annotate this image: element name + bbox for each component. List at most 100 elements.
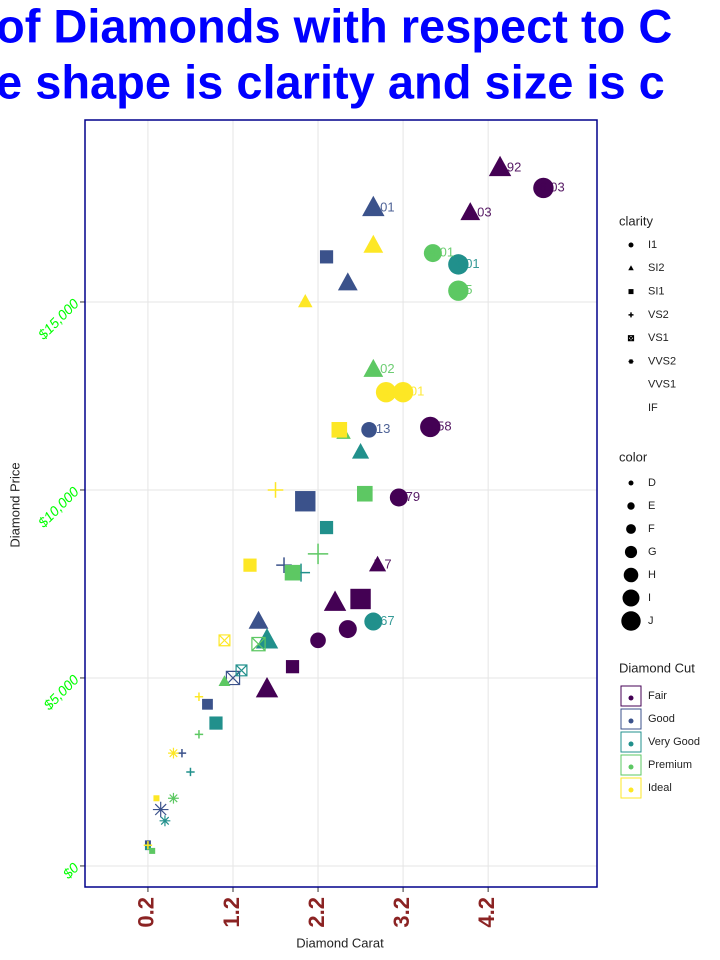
y-tick-label: $0 bbox=[59, 859, 82, 882]
point bbox=[363, 358, 384, 377]
point bbox=[375, 382, 397, 403]
point bbox=[319, 250, 334, 264]
x-axis-title: Diamond Carat bbox=[296, 935, 384, 950]
point bbox=[153, 795, 160, 802]
point bbox=[338, 620, 357, 639]
legend-label: VVS2 bbox=[648, 355, 676, 367]
point bbox=[307, 543, 329, 565]
point bbox=[177, 748, 187, 758]
point bbox=[209, 716, 223, 730]
point-label: 5.58 bbox=[426, 418, 451, 433]
point bbox=[310, 632, 326, 649]
point bbox=[488, 155, 512, 177]
point bbox=[194, 730, 204, 739]
legend-label: SI2 bbox=[648, 262, 665, 274]
point bbox=[361, 422, 377, 438]
point bbox=[149, 847, 156, 854]
legend-symbol bbox=[628, 480, 634, 486]
legend-symbol bbox=[628, 764, 634, 770]
legend-title: clarity bbox=[619, 213, 653, 228]
point bbox=[319, 520, 334, 535]
point-label: 4.13 bbox=[365, 421, 390, 436]
legend-title: color bbox=[619, 449, 648, 464]
point bbox=[351, 443, 370, 459]
legend-symbol bbox=[628, 741, 634, 747]
y-axis-title: Diamond Price bbox=[7, 462, 22, 547]
point bbox=[364, 612, 383, 631]
point bbox=[323, 590, 347, 611]
legend-symbol bbox=[628, 718, 634, 724]
point bbox=[533, 177, 554, 199]
legend-symbol bbox=[622, 589, 640, 607]
point bbox=[218, 675, 231, 687]
point bbox=[460, 202, 481, 221]
y-tick-label: $10,000 bbox=[34, 483, 82, 531]
point-label: 4.01 bbox=[454, 256, 479, 271]
legend-label: I bbox=[648, 592, 651, 604]
point bbox=[218, 634, 231, 647]
point bbox=[194, 692, 204, 701]
x-tick-label: 0.2 bbox=[134, 897, 159, 928]
point bbox=[628, 265, 634, 271]
legend-label: Ideal bbox=[648, 782, 672, 794]
legend-label: J bbox=[648, 615, 654, 627]
point bbox=[368, 555, 387, 572]
legend-symbol bbox=[623, 567, 639, 583]
legend-label: E bbox=[648, 500, 655, 512]
x-tick-label: 4.2 bbox=[474, 897, 499, 928]
legend-label: I1 bbox=[648, 239, 657, 251]
legend-label: VS2 bbox=[648, 309, 669, 321]
point-label: 6.03 bbox=[539, 179, 564, 194]
legend-label: VS1 bbox=[648, 332, 669, 344]
point bbox=[337, 272, 358, 291]
point-label: 5.01 bbox=[369, 199, 394, 214]
point-label: 4.02 bbox=[369, 361, 394, 376]
point bbox=[628, 242, 634, 248]
point-label: 6.92 bbox=[496, 159, 521, 174]
point bbox=[627, 335, 635, 342]
point bbox=[285, 660, 300, 674]
plot-border bbox=[84, 119, 598, 888]
chart-title-line: e shape is clarity and size is c bbox=[0, 55, 665, 108]
x-tick-label: 1.2 bbox=[219, 897, 244, 928]
point bbox=[159, 815, 171, 827]
point bbox=[628, 289, 634, 295]
point bbox=[363, 234, 384, 253]
legend-label: IF bbox=[648, 402, 658, 414]
chart-title-line: of Diamonds with respect to C bbox=[0, 0, 672, 52]
legend-label: Very Good bbox=[648, 736, 700, 748]
legend-title: Diamond Cut bbox=[619, 660, 695, 675]
legend-symbol bbox=[628, 787, 634, 793]
point bbox=[628, 359, 634, 364]
legend-symbol bbox=[621, 611, 641, 631]
point-label: 4.01 bbox=[429, 245, 454, 260]
legend-label: Premium bbox=[648, 759, 692, 771]
point bbox=[202, 698, 213, 710]
legend-symbol bbox=[626, 524, 636, 534]
legend-label: G bbox=[648, 546, 657, 558]
point bbox=[448, 280, 469, 301]
point bbox=[628, 312, 634, 318]
point bbox=[362, 195, 385, 217]
point-label: 4.5 bbox=[454, 282, 472, 297]
point bbox=[255, 676, 279, 698]
point bbox=[295, 491, 316, 512]
legend-label: SI1 bbox=[648, 286, 665, 298]
point bbox=[423, 244, 442, 263]
point-label: 5.7 bbox=[374, 557, 392, 572]
point bbox=[389, 488, 408, 507]
point bbox=[331, 422, 348, 438]
point-label: 5.67 bbox=[369, 613, 394, 628]
legend-label: Good bbox=[648, 713, 675, 725]
point bbox=[267, 482, 284, 498]
y-tick-label: $15,000 bbox=[34, 295, 82, 343]
point bbox=[284, 564, 301, 581]
legend-label: Fair bbox=[648, 690, 667, 702]
point bbox=[152, 801, 169, 818]
legend-label: D bbox=[648, 477, 656, 489]
point bbox=[243, 558, 257, 572]
legend-label: F bbox=[648, 523, 655, 535]
point bbox=[168, 792, 179, 804]
legend-symbol bbox=[624, 545, 638, 559]
